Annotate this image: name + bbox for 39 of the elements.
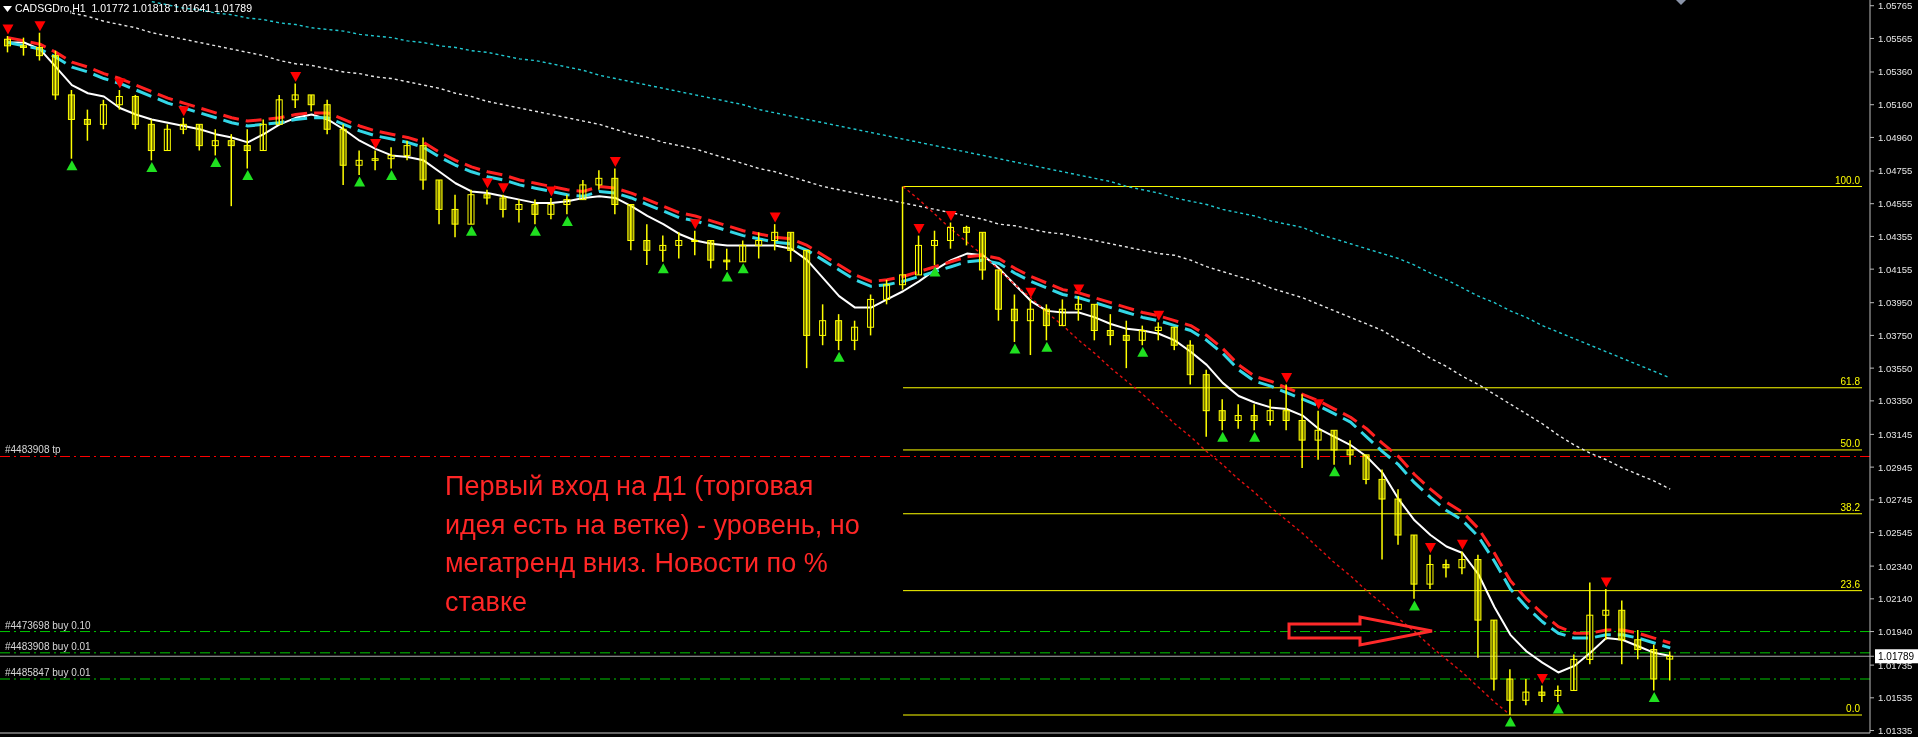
y-tick-label: 1.03950	[1878, 297, 1913, 309]
y-tick-label: 1.03750	[1878, 329, 1913, 341]
y-tick-label: 1.05565	[1878, 32, 1913, 44]
y-tick-label: 1.02545	[1878, 527, 1913, 539]
y-tick-label: 1.03145	[1878, 428, 1913, 440]
annotation: 50.0	[1840, 437, 1861, 449]
annotation: 100.0	[1834, 174, 1861, 186]
annotation: ставке	[445, 585, 529, 619]
annotation: 38.2	[1840, 501, 1861, 513]
y-tick-label: 1.04555	[1878, 198, 1913, 210]
y-tick-label: 1.01335	[1878, 725, 1913, 737]
y-tick-label: 1.04960	[1878, 131, 1913, 143]
annotation: 61.8	[1840, 375, 1861, 387]
annotation: 23.6	[1840, 578, 1861, 590]
annotation: Первый вход на Д1 (торговая	[445, 470, 815, 503]
y-tick-label: 1.04755	[1878, 165, 1913, 177]
y-tick-label: 1.05360	[1878, 66, 1913, 78]
y-tick-label: 1.01535	[1878, 692, 1913, 704]
y-tick-label: 1.02340	[1878, 560, 1913, 572]
annotation: 0.0	[1846, 703, 1861, 714]
ref-line-label: #4483908 tp	[5, 444, 62, 456]
y-tick-label: 1.04155	[1878, 263, 1913, 275]
y-tick-label: 1.01735	[1878, 659, 1913, 671]
y-tick-label: 1.04355	[1878, 230, 1913, 242]
y-tick-label: 1.01789	[1878, 650, 1915, 662]
y-tick-label: 1.02745	[1878, 494, 1913, 506]
y-tick-label: 1.02945	[1878, 461, 1913, 473]
annotation: идея есть на ветке) - уровень, но	[445, 508, 860, 542]
annotation: мегатренд вниз. Новости по %	[445, 547, 829, 580]
ref-line-label: #4473698 buy 0.10	[5, 619, 92, 631]
ref-line-label: #4483908 buy 0.01	[5, 640, 92, 652]
y-tick-label: 1.05765	[1878, 0, 1913, 12]
y-tick-label: 1.01940	[1878, 626, 1913, 638]
y-tick-label: 1.02140	[1878, 593, 1913, 605]
y-tick-label: 1.03550	[1878, 362, 1913, 374]
y-tick-label: 1.03350	[1878, 395, 1913, 407]
ref-line-label: #4485847 buy 0.01	[5, 667, 92, 679]
chart-title: CADSGDro,H1 1.01772 1.01818 1.01641 1.01789	[15, 2, 253, 15]
y-tick-label: 1.05160	[1878, 99, 1913, 111]
